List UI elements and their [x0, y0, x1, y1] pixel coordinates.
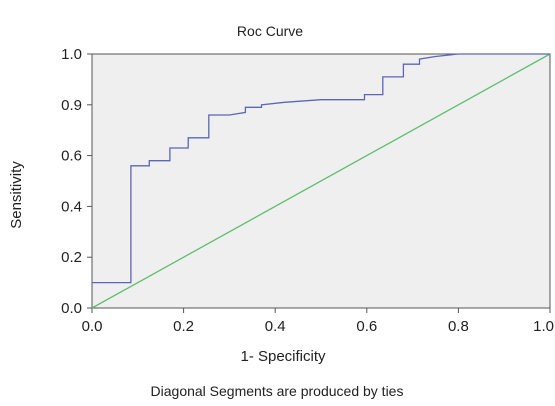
y-tick-label: 0.2 [61, 249, 82, 266]
y-axis: 0.0 0.2 0.4 0.6 0.9 1.0 [61, 46, 92, 317]
x-tick-label: 0.8 [448, 318, 469, 335]
x-tick-label: 0.4 [265, 318, 286, 335]
chart-title: Roc Curve [237, 23, 303, 39]
y-tick-label: 0.4 [61, 198, 82, 215]
roc-curve-line [92, 53, 550, 284]
x-tick-label: 1.0 [533, 318, 554, 335]
x-tick-label: 0.6 [356, 318, 377, 335]
y-tick-label: 0.0 [61, 300, 82, 317]
y-tick-label: 1.0 [61, 46, 82, 63]
series-layer [91, 53, 551, 309]
x-axis: 0.0 0.2 0.4 0.6 0.8 1.0 [82, 308, 554, 335]
reference-diagonal-line [91, 53, 551, 309]
x-tick-label: 0.0 [82, 318, 103, 335]
y-axis-label: Sensitivity [8, 161, 25, 229]
y-tick-label: 0.6 [61, 148, 82, 165]
x-axis-label: 1- Specificity [240, 348, 326, 365]
x-tick-label: 0.2 [173, 318, 194, 335]
chart-footnote: Diagonal Segments are produced by ties [151, 383, 404, 399]
y-tick-label: 0.9 [61, 97, 82, 114]
